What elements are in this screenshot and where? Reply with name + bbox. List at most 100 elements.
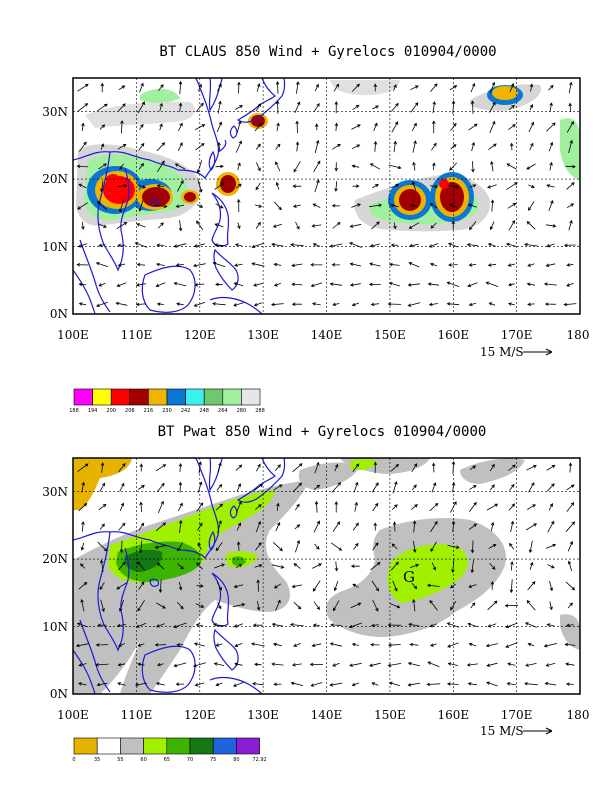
top-wind-arrow	[467, 203, 477, 208]
bottom-wind-arrow	[177, 601, 184, 610]
bottom-wind-arrow	[524, 682, 538, 686]
bottom-wind-arrow	[508, 464, 516, 472]
bottom-wind-arrow	[272, 542, 283, 552]
top-wind-arrow	[159, 123, 163, 131]
top-wind-arrow	[119, 199, 124, 213]
bottom-wind-arrow	[470, 602, 476, 609]
bottom-wind-arrow	[234, 662, 243, 667]
top-wind-arrow	[77, 202, 88, 210]
bottom-wind-arrow	[451, 481, 456, 493]
top-wind-arrow	[217, 100, 222, 114]
bottom-wind-arrow	[410, 504, 418, 510]
top-colorbar-label: 280	[237, 408, 247, 414]
bottom-wind-arrow	[196, 562, 203, 570]
top-wind-arrow	[251, 262, 265, 267]
bottom-wind-arrow	[233, 584, 244, 589]
top-wind-arrow	[450, 122, 457, 132]
bottom-colorbar-label: 35	[94, 757, 100, 763]
top-wind-arrow	[294, 101, 301, 114]
top-wind-arrow	[388, 282, 401, 287]
bottom-vector-scale: 15 M/S	[480, 724, 553, 738]
top-wind-arrow	[450, 144, 457, 150]
top-wind-arrow	[508, 124, 516, 131]
bottom-wind-arrow	[568, 462, 573, 473]
bottom-pwat-shading	[73, 458, 580, 694]
bottom-wind-arrow	[119, 482, 125, 492]
top-wind-arrow	[468, 263, 477, 267]
bottom-wind-arrow	[195, 603, 205, 608]
bottom-wind-arrow	[273, 484, 283, 491]
bottom-wind-arrow	[468, 584, 477, 588]
bottom-wind-arrow	[273, 583, 282, 589]
top-wind-arrow	[310, 282, 323, 288]
top-wind-arrow	[431, 120, 436, 134]
top-wind-arrow	[466, 243, 479, 247]
bottom-colorbar-swatch	[236, 737, 260, 755]
bottom-colorbar-label: 65	[164, 757, 170, 763]
bottom-wind-arrow	[135, 622, 147, 628]
bottom-wind-arrow	[488, 544, 497, 549]
bottom-wind-arrow	[213, 662, 225, 666]
top-wind-arrow	[97, 103, 108, 112]
bottom-wind-arrow	[137, 643, 145, 647]
top-wind-arrow	[529, 83, 534, 92]
bottom-wind-arrow	[409, 642, 419, 647]
cloud-core-w4	[220, 175, 236, 193]
top-wind-arrow	[448, 203, 458, 208]
top-wind-arrow	[489, 81, 496, 94]
bottom-wind-arrow	[429, 502, 439, 512]
top-wind-arrow	[138, 142, 145, 151]
bottom-colorbar-swatch	[189, 737, 214, 755]
top-wind-arrow	[253, 302, 263, 307]
top-wind-arrow	[175, 204, 185, 208]
top-wind-arrow	[116, 221, 128, 229]
bottom-wind-arrow	[196, 584, 204, 588]
bottom-wind-arrow	[276, 502, 280, 511]
bottom-wind-arrow	[95, 662, 109, 667]
bottom-wind-arrow	[427, 661, 440, 668]
bottom-wind-arrow	[177, 542, 184, 552]
top-wind-arrow	[509, 83, 515, 92]
bottom-wind-arrow	[370, 623, 379, 628]
top-wind-arrow	[332, 302, 340, 307]
top-wind-arrow	[78, 302, 87, 306]
top-wind-arrow	[98, 282, 106, 287]
bottom-wind-arrow	[155, 522, 167, 532]
bottom-wind-arrow	[525, 523, 538, 531]
top-xtick-170: 170E	[501, 328, 533, 342]
top-wind-arrow	[507, 202, 517, 209]
bottom-wind-arrow	[334, 463, 339, 472]
bottom-x-ticks: 100E 110E 120E 130E 140E 150E 160E 170E …	[57, 708, 589, 722]
bottom-wind-arrow	[509, 579, 514, 594]
bottom-wind-arrow	[451, 520, 456, 533]
top-wind-arrow	[216, 121, 223, 133]
top-wind-arrow	[524, 242, 538, 247]
top-wind-arrow	[312, 203, 321, 208]
top-wind-arrow	[351, 302, 360, 307]
bottom-wind-arrow	[256, 463, 261, 472]
bottom-wind-arrow	[156, 602, 166, 609]
top-wind-arrow	[489, 101, 496, 113]
bottom-wind-arrow	[176, 643, 184, 647]
top-wind-arrow	[234, 243, 242, 247]
bottom-wind-arrow	[256, 601, 261, 611]
bottom-ytick-30: 30N	[42, 485, 68, 499]
top-wind-arrow	[79, 141, 87, 152]
top-wind-arrow	[314, 83, 319, 92]
top-wind-arrow	[468, 221, 477, 231]
top-wind-arrow	[389, 262, 400, 267]
bottom-wind-arrow	[314, 500, 319, 513]
bottom-colorbar-label: 75	[210, 757, 216, 763]
bottom-wind-arrow	[271, 622, 284, 627]
top-wind-arrow	[276, 122, 280, 132]
bottom-wind-arrow	[451, 460, 456, 474]
top-wind-arrow	[427, 282, 440, 286]
top-vector-scale: 15 M/S	[480, 345, 553, 359]
top-wind-arrow	[178, 122, 183, 132]
bottom-wind-arrow	[373, 522, 378, 531]
bottom-wind-arrow	[446, 682, 459, 686]
bottom-wind-arrow	[351, 642, 359, 647]
top-wind-arrow	[178, 80, 183, 95]
bottom-wind-arrow	[486, 503, 499, 511]
top-plot-frame	[72, 77, 581, 315]
